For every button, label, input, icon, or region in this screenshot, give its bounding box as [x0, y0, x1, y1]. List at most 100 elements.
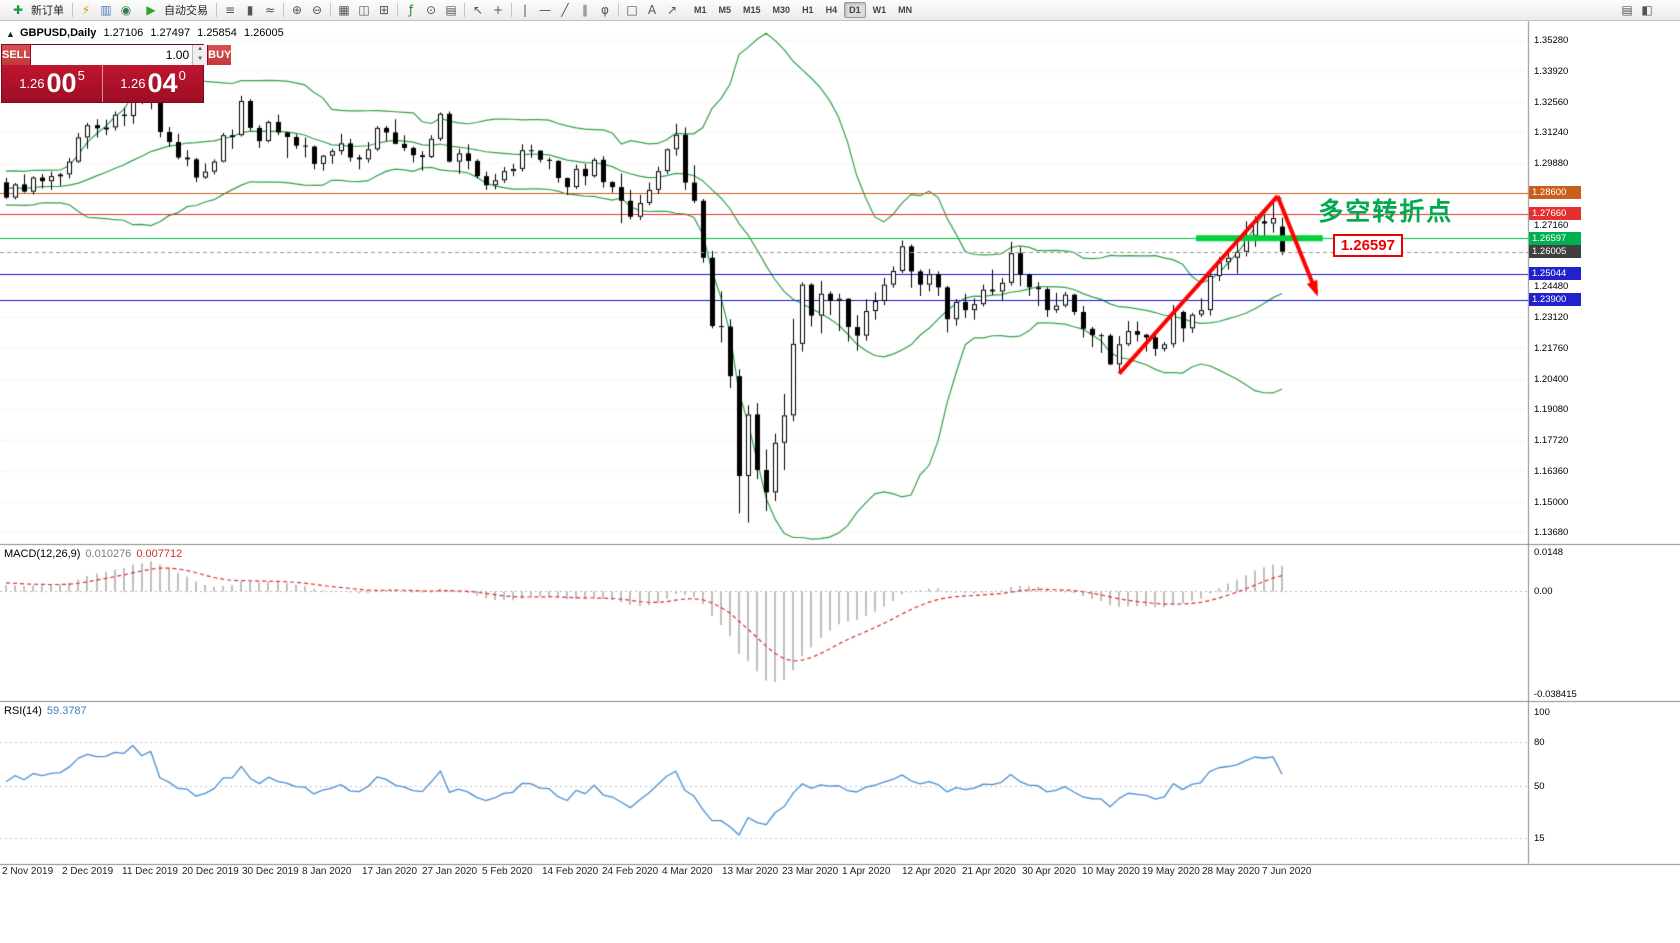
price-tick-label: 1.23120: [1534, 312, 1569, 324]
date-label: 5 Feb 2020: [482, 866, 533, 877]
date-label: 2 Dec 2019: [62, 866, 114, 877]
price-tick-label: 1.21760: [1534, 343, 1569, 355]
price-tick-label: 1.33920: [1534, 66, 1569, 78]
shapes-icon[interactable]: □: [626, 3, 638, 17]
buy-button[interactable]: BUY: [208, 45, 232, 65]
new-order-button[interactable]: ✚ 新订单: [3, 1, 69, 19]
trendline-icon[interactable]: ╱: [561, 3, 569, 17]
volume-spinner: ▲ ▼: [192, 45, 208, 65]
timeframe-m5[interactable]: M5: [718, 5, 732, 15]
price-tag: 1.28600: [1529, 186, 1581, 200]
volume-down-icon[interactable]: ▼: [193, 55, 208, 65]
price-tick-label: 1.16360: [1534, 466, 1569, 478]
price-tick-label: 1.32560: [1534, 97, 1569, 109]
toolbar-separator: [397, 3, 398, 17]
chart-info: GBPUSD,Daily 1.27106 1.27497 1.25854 1.2…: [20, 27, 288, 39]
date-label: 20 Dec 2019: [182, 866, 239, 877]
sell-button[interactable]: SELL: [2, 45, 31, 65]
print-icon[interactable]: ▤: [1621, 3, 1633, 17]
timeframe-h4[interactable]: H4: [825, 5, 838, 15]
date-label: 4 Mar 2020: [662, 866, 713, 877]
arrow-tools-icon[interactable]: ↗: [666, 3, 678, 17]
date-label: 30 Dec 2019: [242, 866, 299, 877]
date-label: 17 Jan 2020: [362, 866, 418, 877]
timeframe-h1[interactable]: H1: [802, 5, 814, 15]
timeframe-buttons: M1 M5 M15 M30 H1 H4 D1 W1 MN: [688, 2, 918, 18]
buy-price-big-figure: 1.26: [120, 76, 146, 91]
chart-properties-icon[interactable]: ◧: [1641, 3, 1653, 17]
macd-name: MACD(12,26,9): [4, 548, 81, 560]
auto-trading-button[interactable]: ▶ 自动交易: [136, 1, 213, 19]
indicators-icon[interactable]: ƒ: [408, 3, 414, 17]
line-chart-icon[interactable]: ≈: [264, 3, 276, 17]
turning-point-annotation: 多空转折点: [1318, 197, 1454, 226]
equidistant-channel-icon[interactable]: ∥: [582, 3, 588, 17]
price-tick-label: 1.19080: [1534, 404, 1569, 416]
price-tag: 1.26597: [1529, 231, 1581, 245]
price-tag: 1.23900: [1529, 293, 1581, 307]
toolbar-separator: [216, 3, 217, 17]
timeframe-w1[interactable]: W1: [872, 5, 887, 15]
sell-price[interactable]: 1.26 00 5: [2, 65, 102, 102]
price-tag: 1.26005: [1529, 245, 1581, 259]
zoom-in-icon[interactable]: ⊕: [291, 3, 303, 17]
macd-indicator-label: MACD(12,26,9) 0.010276 0.007712: [4, 548, 182, 560]
timeframe-d1[interactable]: D1: [844, 2, 866, 18]
date-label: 13 Mar 2020: [722, 866, 779, 877]
high-value: 1.27497: [150, 27, 191, 39]
volume-input[interactable]: [31, 45, 193, 65]
date-label: 21 Apr 2020: [962, 866, 1016, 877]
text-icon[interactable]: A: [647, 3, 657, 17]
macd-signal-value: 0.007712: [136, 548, 183, 560]
toolbar-separator: [464, 3, 465, 17]
toolbar-right-icons: ▤ ◧: [1617, 2, 1657, 19]
lightning-icon[interactable]: ⚡: [81, 3, 91, 17]
timeframe-m1[interactable]: M1: [694, 5, 707, 15]
toolbar: ✚ 新订单 ⚡ ▥ ◉ ▶ 自动交易 ≡ ▮ ≈ ⊕ ⊖ ▦ ◫ ⊞ ƒ ⊙ ▤ ↖ + | — ╱ ∥ φ □ A ↗ M…: [0, 0, 1680, 21]
timeframe-mn[interactable]: MN: [898, 5, 913, 15]
symbol-label: GBPUSD,Daily: [20, 27, 97, 39]
tile-windows-icon[interactable]: ▦: [338, 3, 350, 17]
new-order-icon: ✚: [12, 3, 24, 17]
grid-icon[interactable]: ⊞: [378, 3, 390, 17]
one-click-collapse-icon[interactable]: ▲: [6, 29, 15, 39]
horizontal-line-icon[interactable]: —: [539, 3, 551, 17]
toolbar-left-icons: ⚡ ▥ ◉: [76, 2, 136, 19]
crosshair-icon[interactable]: +: [492, 3, 504, 17]
volume-up-icon[interactable]: ▲: [193, 45, 208, 55]
templates-icon[interactable]: ▤: [445, 3, 457, 17]
price-tick-label: 1.13680: [1534, 527, 1569, 539]
fibonacci-icon[interactable]: φ: [601, 3, 609, 17]
rsi-scale-label: 80: [1534, 736, 1545, 748]
market-watch-icon[interactable]: ◉: [120, 3, 132, 17]
macd-main-value: 0.010276: [85, 548, 132, 560]
bar-chart-icon[interactable]: ≡: [224, 3, 236, 17]
timeframe-m30[interactable]: M30: [772, 5, 791, 15]
date-label: 14 Feb 2020: [542, 866, 599, 877]
vertical-line-icon[interactable]: |: [522, 3, 528, 17]
zoom-out-icon[interactable]: ⊖: [311, 3, 323, 17]
price-tick-label: 1.31240: [1534, 127, 1569, 139]
date-label: 10 May 2020: [1082, 866, 1140, 877]
timeframe-m15[interactable]: M15: [743, 5, 761, 15]
toolbar-tools: ≡ ▮ ≈ ⊕ ⊖ ▦ ◫ ⊞ ƒ ⊙ ▤ ↖ + | — ╱ ∥ φ □ A ↗: [213, 2, 682, 19]
buy-price[interactable]: 1.26 04 0: [103, 65, 203, 102]
candlestick-chart-icon[interactable]: ▮: [246, 3, 254, 17]
price-tag: 1.25044: [1529, 267, 1581, 281]
price-tag: 1.27660: [1529, 207, 1581, 221]
new-order-label: 新订单: [31, 5, 64, 17]
charts-window-icon[interactable]: ▥: [100, 3, 112, 17]
cursor-icon[interactable]: ↖: [472, 3, 484, 17]
toolbar-separator: [618, 3, 619, 17]
toolbar-separator: [283, 3, 284, 17]
rsi-scale-label: 50: [1534, 781, 1545, 792]
date-label: 12 Apr 2020: [902, 866, 956, 877]
auto-arrange-icon[interactable]: ◫: [358, 3, 370, 17]
periods-icon[interactable]: ⊙: [425, 3, 437, 17]
date-label: 27 Jan 2020: [422, 866, 478, 877]
date-label: 8 Jan 2020: [302, 866, 352, 877]
low-value: 1.25854: [197, 27, 237, 39]
price-tick-label: 1.27160: [1534, 220, 1569, 232]
